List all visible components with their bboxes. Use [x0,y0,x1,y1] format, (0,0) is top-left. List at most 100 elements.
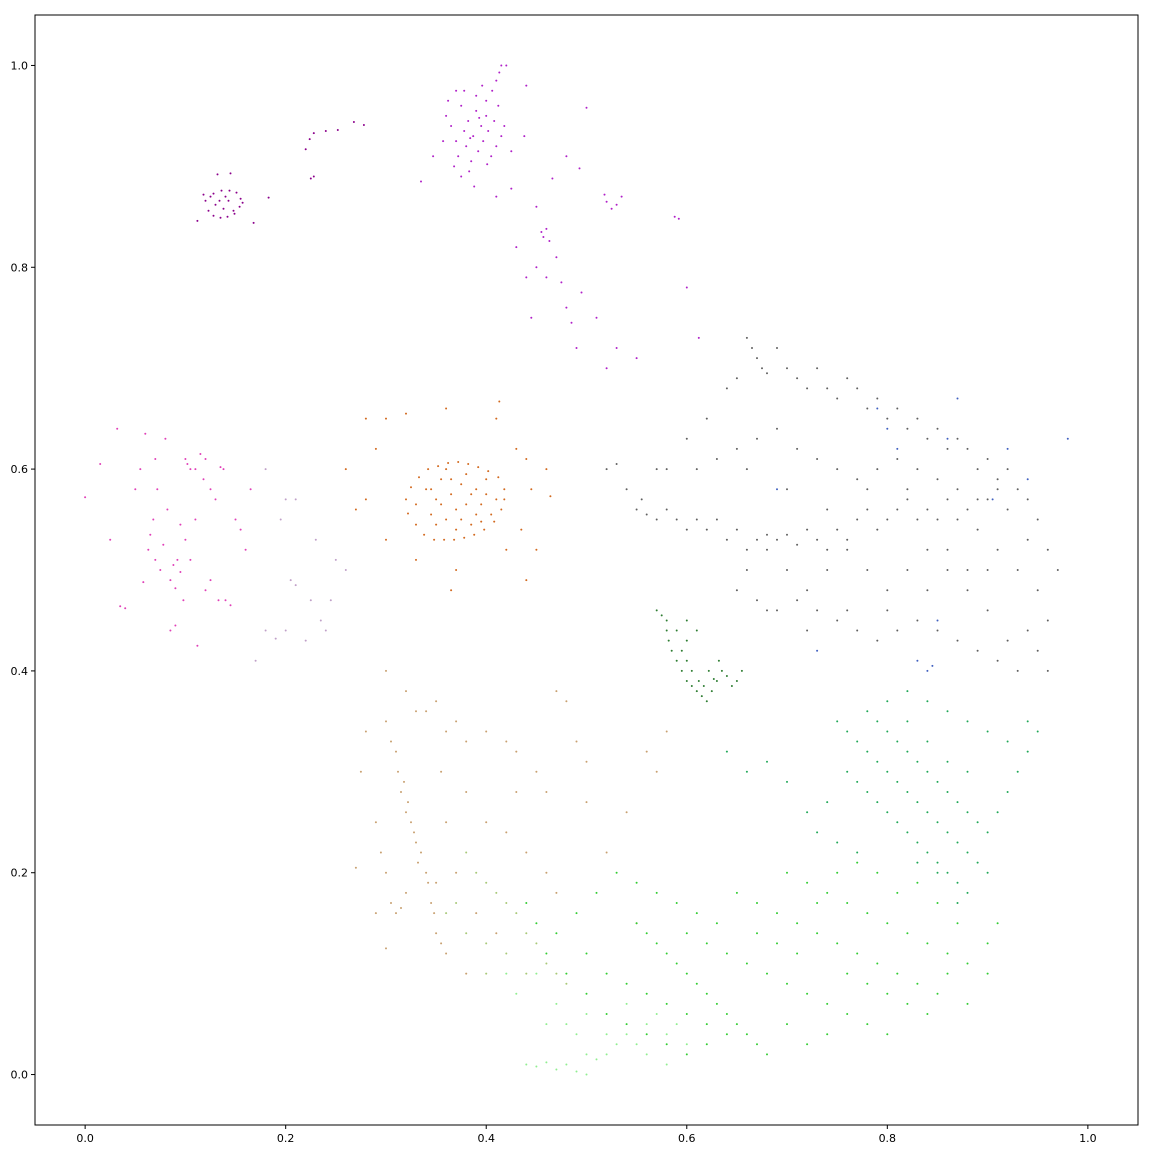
data-point [926,508,929,511]
data-point [374,912,377,915]
data-point [916,861,919,864]
data-point [487,470,490,473]
data-point [535,770,538,773]
data-point [481,84,484,87]
series-11 [505,972,688,1076]
data-point [896,407,899,410]
data-point [695,690,698,693]
data-point [745,962,748,965]
data-point [485,881,488,884]
data-point [482,140,485,143]
data-point [886,811,889,814]
data-point [1026,478,1029,481]
data-point [475,488,478,491]
data-point [846,1013,849,1015]
data-point [876,801,879,804]
data-point [475,912,478,915]
data-point [385,417,387,420]
data-point [836,720,839,723]
data-point [615,463,618,465]
data-point [423,533,426,536]
data-point [216,173,219,176]
data-point [705,417,708,420]
data-point [936,780,939,783]
data-point [530,488,533,491]
data-point [896,891,899,894]
data-point [916,659,919,662]
data-point [580,291,583,294]
data-point [966,1002,969,1005]
data-point [405,811,407,814]
data-point [605,1053,608,1056]
data-point [169,629,172,632]
data-point [495,79,498,82]
data-point [705,528,708,531]
data-point [615,1043,618,1046]
data-point [505,64,508,67]
data-point [620,195,623,198]
data-point [405,690,407,693]
data-point [475,871,478,874]
data-point [675,902,678,904]
data-point [756,902,758,904]
data-point [1006,508,1009,511]
data-point [435,932,438,935]
data-point [756,932,758,935]
data-point [530,316,533,319]
data-point [665,468,668,471]
data-point [715,680,718,682]
data-point [470,493,473,496]
data-point [886,417,889,420]
data-point [1026,720,1029,723]
data-point [665,952,668,955]
data-point [751,347,753,349]
y-tick-label: 0.2 [11,867,29,880]
data-point [966,589,969,592]
data-point [304,148,307,151]
data-point [162,543,165,546]
data-point [665,1002,668,1005]
data-point [645,992,648,995]
data-point [99,463,102,465]
data-point [625,1023,628,1026]
data-point [202,193,205,196]
data-point [435,523,438,526]
data-point [695,912,698,915]
data-point [1016,569,1019,571]
data-point [655,1013,658,1015]
data-point [209,579,212,582]
data-point [463,536,466,539]
data-point [455,871,458,874]
data-point [796,922,799,925]
data-point [220,189,223,192]
data-point [207,209,210,212]
data-point [1006,468,1009,471]
data-point [214,203,217,206]
data-point [896,508,899,511]
data-point [956,922,959,925]
data-point [460,104,463,107]
data-point [222,207,225,210]
data-point [906,569,909,571]
data-point [324,629,327,632]
data-point [776,427,778,430]
data-point [235,191,238,194]
data-point [460,518,463,521]
data-point [976,861,979,864]
data-point [926,548,929,551]
data-point [816,609,819,612]
data-point [876,962,879,965]
data-point [966,569,969,571]
data-point [740,669,743,672]
data-point [405,891,407,894]
data-point [761,367,763,370]
data-point [677,217,680,220]
data-point [217,599,220,602]
data-point [390,902,392,904]
data-point [505,548,508,551]
data-point [866,912,869,915]
data-point [485,730,488,733]
data-point [495,891,498,894]
data-point [605,200,608,203]
data-point [936,821,939,824]
